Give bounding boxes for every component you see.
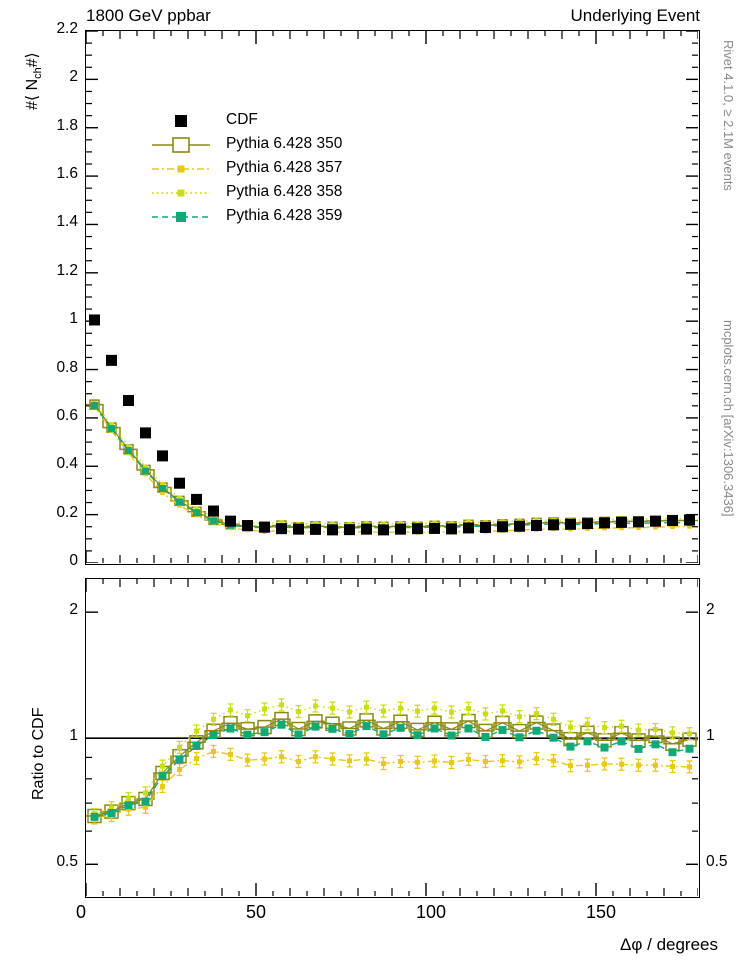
ratio-plot-panel bbox=[85, 578, 700, 898]
mcplots-note: mcplots.cern.ch [arXiv:1306.3436] bbox=[721, 320, 736, 517]
legend-item-label: CDF bbox=[226, 111, 258, 128]
main-y-tick-label: 1 bbox=[69, 310, 78, 328]
main-y-tick-label: 0.8 bbox=[56, 358, 78, 376]
main-y-tick-label: 0 bbox=[69, 552, 78, 569]
x-tick-label: 50 bbox=[246, 902, 267, 922]
x-tick-label: 150 bbox=[586, 902, 617, 922]
main-plot-panel bbox=[85, 30, 700, 565]
x-tick-label: 0 bbox=[76, 902, 87, 922]
legend-marker-dashdot-marker bbox=[152, 165, 210, 173]
main-y-tick-label: 0.4 bbox=[56, 455, 78, 473]
ratio-y-tick-label-left: 2 bbox=[69, 601, 78, 619]
main-y-tick-label: 1.4 bbox=[56, 213, 78, 231]
legend-marker-dotted-marker bbox=[152, 189, 210, 197]
main-y-tick-label: 1.6 bbox=[56, 165, 78, 183]
main-plot-canvas bbox=[86, 31, 698, 563]
legend-marker-dashed-square bbox=[152, 212, 210, 222]
main-y-tick-label: 0.6 bbox=[56, 406, 78, 424]
rivet-version-note: Rivet 4.1.0, ≥ 2.1M events bbox=[721, 40, 736, 191]
ratio-y-tick-label-right: 0.5 bbox=[706, 853, 728, 871]
legend-marker-open-square-line bbox=[152, 137, 210, 153]
header-right: Underlying Event bbox=[570, 6, 700, 25]
legend-item-label: Pythia 6.428 358 bbox=[226, 183, 343, 200]
main-y-tick-label: 1.2 bbox=[56, 261, 78, 279]
legend-item-label: Pythia 6.428 350 bbox=[226, 135, 343, 152]
x-tick-label: 100 bbox=[416, 902, 447, 922]
ratio-y-axis-label: Ratio to CDF bbox=[30, 707, 47, 800]
ratio-plot-canvas bbox=[86, 579, 698, 896]
legend-item-label: Pythia 6.428 357 bbox=[226, 159, 343, 176]
x-axis-label: Δφ / degrees bbox=[620, 935, 718, 954]
ratio-y-tick-label-right: 1 bbox=[706, 727, 715, 745]
ratio-y-tick-label-left: 1 bbox=[69, 727, 78, 745]
main-y-tick-label: 2 bbox=[69, 68, 78, 86]
main-y-tick-label: 0.2 bbox=[56, 503, 78, 521]
header-left: 1800 GeV ppbar bbox=[86, 6, 211, 25]
main-y-tick-label: 2.2 bbox=[56, 20, 78, 37]
ratio-y-tick-label-left: 0.5 bbox=[56, 853, 78, 871]
legend-marker-filled-square bbox=[175, 115, 187, 127]
ratio-y-tick-label-right: 2 bbox=[706, 601, 715, 619]
main-y-tick-label: 1.8 bbox=[56, 116, 78, 134]
legend-item-label: Pythia 6.428 359 bbox=[226, 207, 343, 224]
